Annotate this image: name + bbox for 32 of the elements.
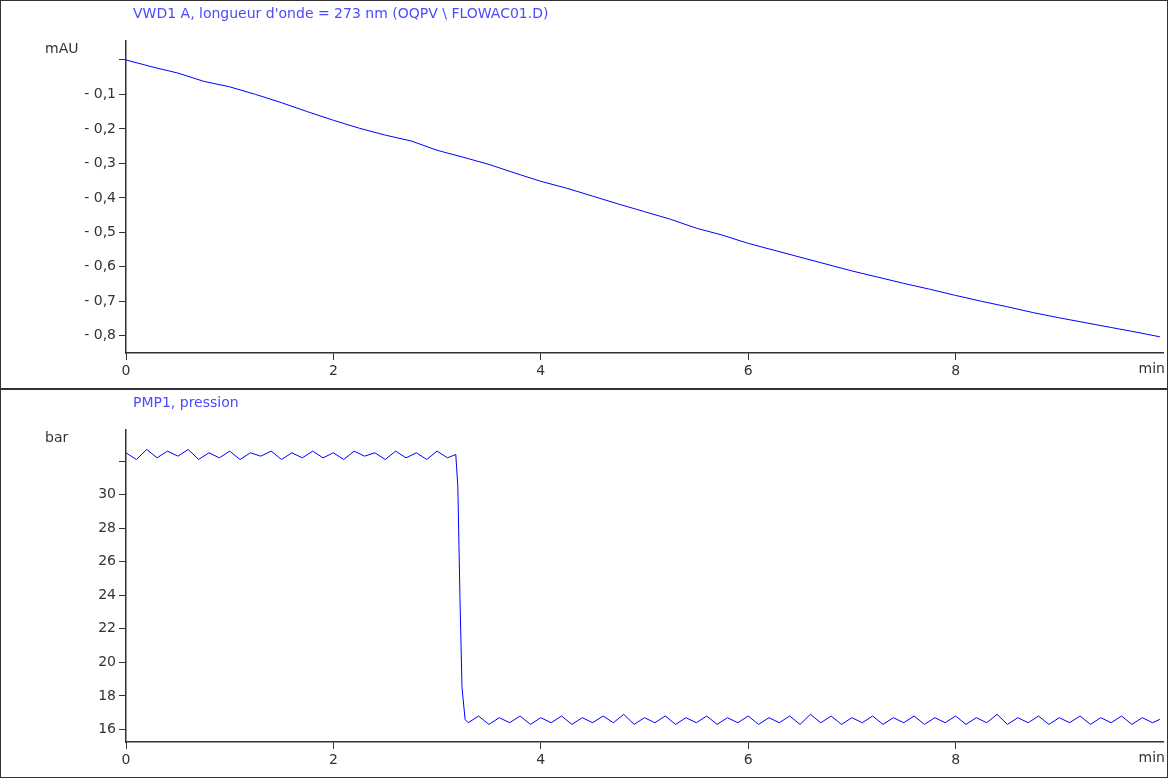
- x-tick-label: 8: [951, 751, 961, 768]
- y-tick-label: 28: [98, 518, 116, 535]
- x-axis-title: min: [1138, 749, 1165, 765]
- chart-title: VWD1 A, longueur d'onde = 273 nm (OQPV \ FLOWAC01.D): [133, 5, 549, 21]
- y-tick-label: 18: [98, 686, 116, 703]
- x-axis-title: min: [1138, 360, 1165, 376]
- y-tick-label: - 0,5: [84, 222, 116, 239]
- y-tick-label: 26: [98, 552, 117, 569]
- x-tick-label: 0: [121, 751, 131, 768]
- y-tick-label: - 0,4: [84, 188, 117, 205]
- y-tick-label: 20: [98, 653, 116, 670]
- y-tick-label: 30: [98, 485, 116, 502]
- y-tick-label: - 0,8: [84, 326, 116, 343]
- x-tick-label: 6: [743, 751, 753, 768]
- y-tick-label: - 0,7: [84, 291, 116, 308]
- y-tick-label: 24: [98, 585, 117, 602]
- x-tick-label: 6: [743, 362, 753, 379]
- y-axis-title: bar: [45, 429, 69, 445]
- y-axis-title: mAU: [45, 40, 79, 56]
- y-tick-label: 22: [98, 619, 116, 636]
- y-tick-label: 16: [98, 720, 117, 737]
- x-tick-label: 4: [536, 362, 546, 379]
- x-tick-label: 2: [328, 362, 338, 379]
- x-tick-label: 2: [328, 751, 338, 768]
- x-tick-label: 4: [536, 751, 546, 768]
- x-tick-label: 0: [121, 362, 131, 379]
- x-tick-label: 8: [951, 362, 961, 379]
- y-tick-label: - 0,3: [84, 154, 116, 171]
- y-tick-label: - 0,2: [84, 119, 116, 136]
- chart-title: PMP1, pression: [133, 394, 239, 410]
- y-tick-label: - 0,1: [84, 85, 116, 102]
- y-tick-label: - 0,6: [84, 257, 117, 274]
